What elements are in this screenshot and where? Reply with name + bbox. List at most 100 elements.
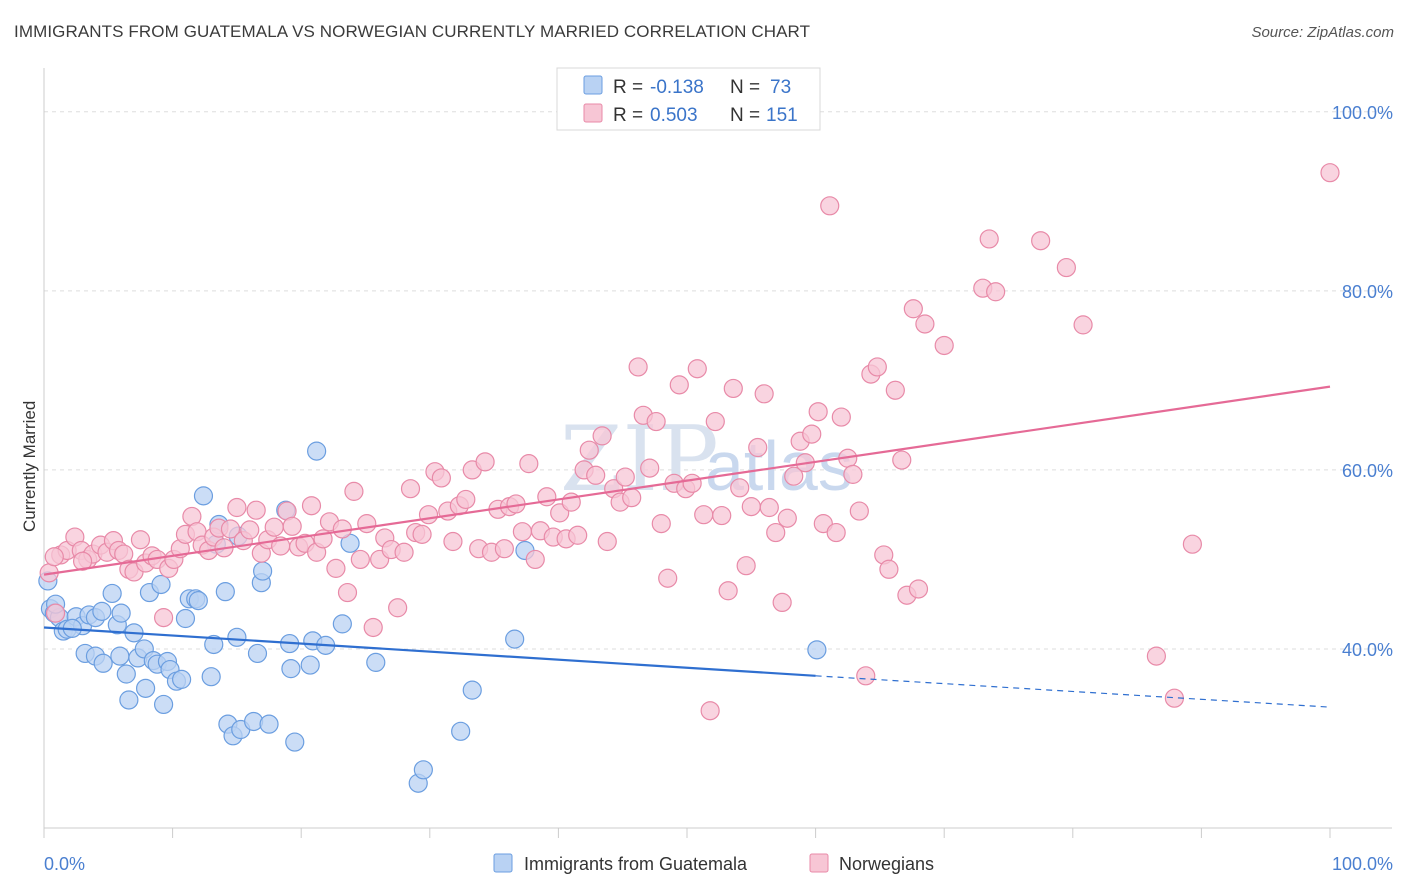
norwegian-point-50 bbox=[337, 582, 358, 603]
norwegian-point-123 bbox=[784, 466, 804, 486]
norwegian-point-62 bbox=[412, 524, 432, 544]
guatemala-point-9 bbox=[92, 601, 112, 621]
guatemala-point-59 bbox=[332, 614, 352, 634]
y-axis-label: Currently Married bbox=[20, 401, 39, 532]
norwegian-point-151 bbox=[1056, 257, 1076, 278]
norwegian-point-69 bbox=[456, 489, 476, 510]
guatemala-point-37 bbox=[204, 634, 224, 655]
source-label: Source: ZipAtlas.com bbox=[1251, 24, 1394, 41]
watermark-atlas: atlas bbox=[705, 427, 853, 505]
norwegian-point-72 bbox=[475, 452, 495, 472]
legend-swatch-norwegians bbox=[809, 853, 829, 873]
legend-label-guatemala: Immigrants from Guatemala bbox=[524, 854, 748, 874]
norwegian-point-32 bbox=[227, 497, 247, 518]
guatemala-trend-extension bbox=[815, 675, 1331, 708]
y-tick-label-2: 80.0% bbox=[1342, 282, 1393, 302]
norwegian-point-92 bbox=[597, 531, 617, 552]
x-tick-labels: 0.0% 100.0% bbox=[44, 854, 1393, 874]
guatemala-point-34 bbox=[188, 591, 208, 611]
norwegian-point-35 bbox=[246, 500, 266, 520]
norwegian-point-41 bbox=[282, 516, 302, 536]
norwegian-point-131 bbox=[831, 407, 851, 427]
guatemala-point-47 bbox=[247, 643, 268, 664]
legend-r-label-1: R = bbox=[613, 77, 643, 98]
norwegian-point-60 bbox=[400, 479, 421, 499]
guatemala-point-55 bbox=[300, 655, 320, 675]
norwegian-point-114 bbox=[730, 478, 750, 498]
correlation-legend: R = -0.138 N = 73 R = 0.503 N = 151 bbox=[556, 67, 821, 131]
legend-r-value-2: 0.503 bbox=[650, 105, 698, 126]
norwegian-point-75 bbox=[494, 539, 514, 559]
norwegian-point-126 bbox=[802, 424, 822, 444]
series-legend: Immigrants from Guatemala Norwegians bbox=[493, 853, 934, 874]
norwegian-point-44 bbox=[301, 496, 322, 516]
guatemala-point-13 bbox=[102, 583, 122, 604]
guatemala-point-17 bbox=[119, 690, 139, 710]
norwegian-point-52 bbox=[350, 549, 370, 570]
norwegian-point-48 bbox=[326, 558, 346, 578]
norwegian-point-143 bbox=[903, 299, 923, 319]
norwegian-point-59 bbox=[394, 542, 414, 562]
norwegian-point-141 bbox=[892, 450, 912, 470]
guatemala-point-16 bbox=[116, 664, 136, 684]
guatemala-point-25 bbox=[151, 574, 171, 595]
norwegian-point-156 bbox=[1320, 163, 1340, 183]
guatemala-point-12 bbox=[93, 653, 113, 673]
norwegian-point-111 bbox=[712, 505, 732, 526]
norwegian-point-80 bbox=[525, 549, 545, 570]
norwegian-point-139 bbox=[879, 559, 899, 579]
guatemala-point-50 bbox=[259, 714, 279, 734]
norwegian-point-58 bbox=[388, 598, 408, 618]
norwegian-point-130 bbox=[826, 522, 846, 543]
norwegian-point-118 bbox=[754, 384, 774, 404]
guatemala-point-65 bbox=[462, 680, 482, 700]
norwegian-point-144 bbox=[908, 579, 929, 599]
norwegian-point-120 bbox=[766, 522, 786, 543]
series-norwegians-points bbox=[39, 163, 1340, 721]
norwegian-point-38 bbox=[264, 517, 284, 537]
y-tick-label-1: 60.0% bbox=[1342, 461, 1393, 481]
norwegian-point-90 bbox=[586, 465, 606, 485]
guatemala-point-31 bbox=[175, 608, 196, 629]
x-tick-label-1: 100.0% bbox=[1332, 854, 1393, 874]
legend-n-value-1: 73 bbox=[770, 77, 791, 98]
x-tick-label-0: 0.0% bbox=[44, 854, 85, 874]
norwegian-point-100 bbox=[646, 411, 666, 432]
norwegian-point-116 bbox=[741, 497, 761, 517]
norwegian-point-104 bbox=[669, 375, 689, 395]
norwegian-point-157 bbox=[44, 547, 64, 567]
norwegian-point-31 bbox=[220, 519, 241, 539]
norwegian-point-108 bbox=[694, 505, 714, 525]
legend-swatch-blue bbox=[583, 75, 603, 95]
norwegian-point-54 bbox=[363, 617, 383, 638]
guatemala-point-61 bbox=[366, 652, 386, 672]
norwegian-point-63 bbox=[418, 505, 439, 525]
y-tick-label-0: 40.0% bbox=[1342, 640, 1393, 660]
norwegian-point-102 bbox=[658, 568, 678, 588]
norwegian-point-91 bbox=[592, 426, 612, 446]
guatemala-point-64 bbox=[451, 721, 471, 741]
norwegian-point-134 bbox=[849, 501, 869, 521]
norwegian-point-78 bbox=[512, 522, 532, 542]
norwegian-point-107 bbox=[687, 359, 707, 379]
legend-label-norwegians: Norwegians bbox=[839, 854, 934, 874]
norwegian-point-129 bbox=[820, 196, 840, 216]
legend-r-label-2: R = bbox=[613, 105, 643, 126]
norwegian-point-34 bbox=[240, 520, 260, 540]
guatemala-point-30 bbox=[172, 669, 192, 689]
norwegian-point-101 bbox=[651, 514, 671, 534]
guatemala-point-72 bbox=[111, 603, 131, 623]
norwegian-point-1 bbox=[45, 603, 66, 623]
norwegian-point-155 bbox=[1182, 534, 1202, 554]
norwegian-trend-line bbox=[43, 385, 1331, 576]
norwegian-point-19 bbox=[153, 608, 174, 628]
norwegian-point-112 bbox=[718, 581, 738, 601]
norwegian-point-110 bbox=[705, 411, 725, 432]
axes bbox=[43, 68, 1392, 838]
legend-n-label-1: N = bbox=[730, 77, 760, 98]
guatemala-point-63 bbox=[413, 760, 433, 780]
norwegian-point-153 bbox=[1146, 646, 1166, 666]
legend-swatch-pink bbox=[583, 103, 603, 123]
norwegian-point-158 bbox=[72, 551, 93, 571]
guatemala-point-36 bbox=[201, 667, 221, 687]
